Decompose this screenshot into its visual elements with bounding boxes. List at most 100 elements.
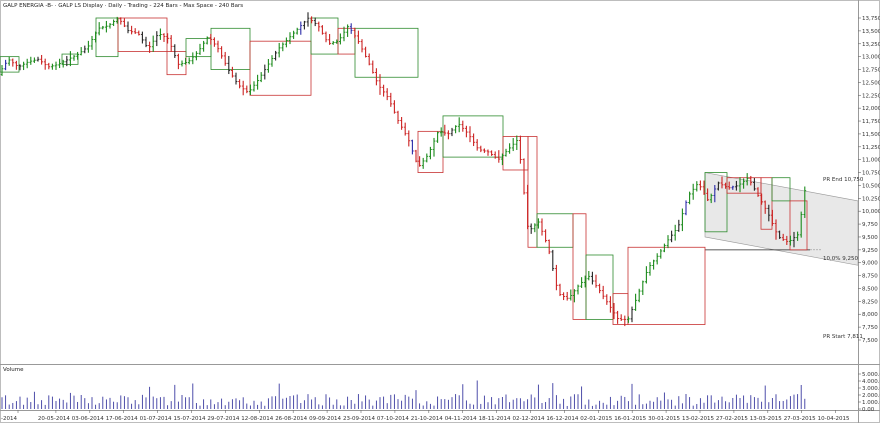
ohlc-bar[interactable] — [785, 235, 789, 245]
ohlc-bar[interactable] — [547, 239, 551, 255]
ohlc-bar[interactable] — [292, 30, 295, 39]
ohlc-bar[interactable] — [421, 157, 425, 169]
ohlc-bar[interactable] — [781, 233, 785, 241]
ohlc-bar[interactable] — [454, 125, 457, 134]
ohlc-bar[interactable] — [655, 253, 659, 265]
ohlc-bar[interactable] — [306, 12, 310, 27]
ohlc-bar[interactable] — [601, 285, 605, 300]
ohlc-bar[interactable] — [15, 60, 18, 70]
ohlc-bar[interactable] — [112, 19, 115, 27]
ohlc-bar[interactable] — [529, 223, 533, 234]
ohlc-bar[interactable] — [526, 184, 529, 230]
ohlc-bar[interactable] — [648, 262, 652, 276]
ohlc-bar[interactable] — [727, 181, 731, 190]
ohlc-bar[interactable] — [51, 63, 54, 70]
ohlc-bar[interactable] — [371, 60, 375, 74]
ohlc-bar[interactable] — [540, 218, 544, 236]
ohlc-bar[interactable] — [148, 41, 151, 53]
ohlc-bar[interactable] — [742, 178, 745, 189]
ohlc-bar[interactable] — [97, 22, 101, 36]
ohlc-bar[interactable] — [414, 149, 418, 163]
ohlc-bar[interactable] — [702, 180, 706, 195]
ohlc-bar[interactable] — [691, 183, 695, 200]
ohlc-bar[interactable] — [465, 125, 468, 138]
ohlc-bar[interactable] — [501, 153, 504, 166]
ohlc-bar[interactable] — [436, 131, 439, 143]
ohlc-bar[interactable] — [771, 209, 774, 226]
ohlc-bar[interactable] — [180, 60, 184, 67]
ohlc-bar[interactable] — [119, 17, 123, 25]
ohlc-bar[interactable] — [486, 149, 490, 156]
ohlc-bar[interactable] — [504, 148, 508, 157]
ohlc-bar[interactable] — [468, 126, 472, 143]
ohlc-bar[interactable] — [612, 302, 616, 320]
ohlc-bar[interactable] — [688, 191, 691, 205]
ohlc-bar[interactable] — [594, 274, 598, 288]
ohlc-bar[interactable] — [209, 33, 213, 45]
ohlc-bar[interactable] — [645, 266, 648, 284]
ohlc-bar[interactable] — [738, 177, 742, 193]
ohlc-bar[interactable] — [411, 139, 414, 155]
ohlc-bar[interactable] — [137, 30, 141, 36]
ohlc-bar[interactable] — [537, 218, 540, 229]
ohlc-bar[interactable] — [605, 294, 609, 305]
ohlc-bar[interactable] — [490, 150, 493, 156]
ohlc-bar[interactable] — [79, 47, 83, 56]
ohlc-bar[interactable] — [573, 289, 576, 303]
ohlc-bar[interactable] — [83, 45, 87, 54]
ohlc-bar[interactable] — [591, 271, 594, 285]
ohlc-bar[interactable] — [583, 275, 587, 288]
ohlc-bar[interactable] — [677, 219, 681, 232]
ohlc-bar[interactable] — [580, 277, 583, 288]
ohlc-bar[interactable] — [198, 43, 202, 55]
ohlc-bar[interactable] — [706, 188, 709, 202]
ohlc-bar[interactable] — [335, 39, 339, 44]
ohlc-bar[interactable] — [249, 84, 252, 95]
ohlc-bar[interactable] — [213, 37, 216, 47]
ohlc-bar[interactable] — [87, 40, 90, 53]
ohlc-bar[interactable] — [25, 58, 29, 69]
ohlc-bar[interactable] — [126, 21, 130, 34]
ohlc-bar[interactable] — [483, 148, 486, 153]
ohlc-bar[interactable] — [115, 16, 119, 24]
ohlc-bar[interactable] — [141, 31, 144, 44]
ohlc-bar[interactable] — [310, 16, 313, 24]
ohlc-bar[interactable] — [72, 55, 76, 61]
ohlc-bar[interactable] — [277, 42, 281, 58]
ohlc-bar[interactable] — [177, 53, 180, 70]
ohlc-bar[interactable] — [364, 46, 367, 58]
ohlc-bar[interactable] — [515, 135, 519, 151]
ohlc-bar[interactable] — [231, 66, 234, 78]
ohlc-bar[interactable] — [774, 219, 778, 240]
ohlc-bar[interactable] — [220, 46, 223, 59]
ohlc-bar[interactable] — [522, 158, 526, 195]
ohlc-bar[interactable] — [303, 20, 306, 30]
ohlc-bar[interactable] — [479, 145, 483, 153]
ohlc-bar[interactable] — [735, 180, 738, 191]
ohlc-bar[interactable] — [349, 23, 353, 34]
ohlc-bar[interactable] — [69, 51, 72, 67]
ohlc-bar[interactable] — [223, 51, 227, 66]
ohlc-bar[interactable] — [357, 30, 360, 44]
ohlc-bar[interactable] — [724, 182, 727, 189]
ohlc-bar[interactable] — [407, 130, 411, 147]
ohlc-bar[interactable] — [65, 55, 69, 67]
ohlc-bar[interactable] — [227, 55, 231, 75]
ohlc-bar[interactable] — [511, 138, 515, 152]
ohlc-bar[interactable] — [317, 21, 321, 32]
ohlc-bar[interactable] — [659, 249, 663, 259]
ohlc-bars[interactable] — [0, 12, 807, 327]
ohlc-bar[interactable] — [789, 235, 792, 246]
ohlc-bar[interactable] — [328, 34, 331, 45]
ohlc-bar[interactable] — [720, 176, 724, 189]
ohlc-bar[interactable] — [767, 204, 771, 222]
ohlc-bar[interactable] — [18, 64, 22, 71]
ohlc-bar[interactable] — [666, 235, 670, 249]
ohlc-bar[interactable] — [493, 151, 497, 159]
ohlc-bar[interactable] — [123, 18, 126, 28]
ohlc-bar[interactable] — [443, 124, 447, 136]
ohlc-bar[interactable] — [274, 50, 277, 61]
ohlc-bar[interactable] — [673, 224, 677, 241]
ohlc-bar[interactable] — [252, 81, 256, 92]
